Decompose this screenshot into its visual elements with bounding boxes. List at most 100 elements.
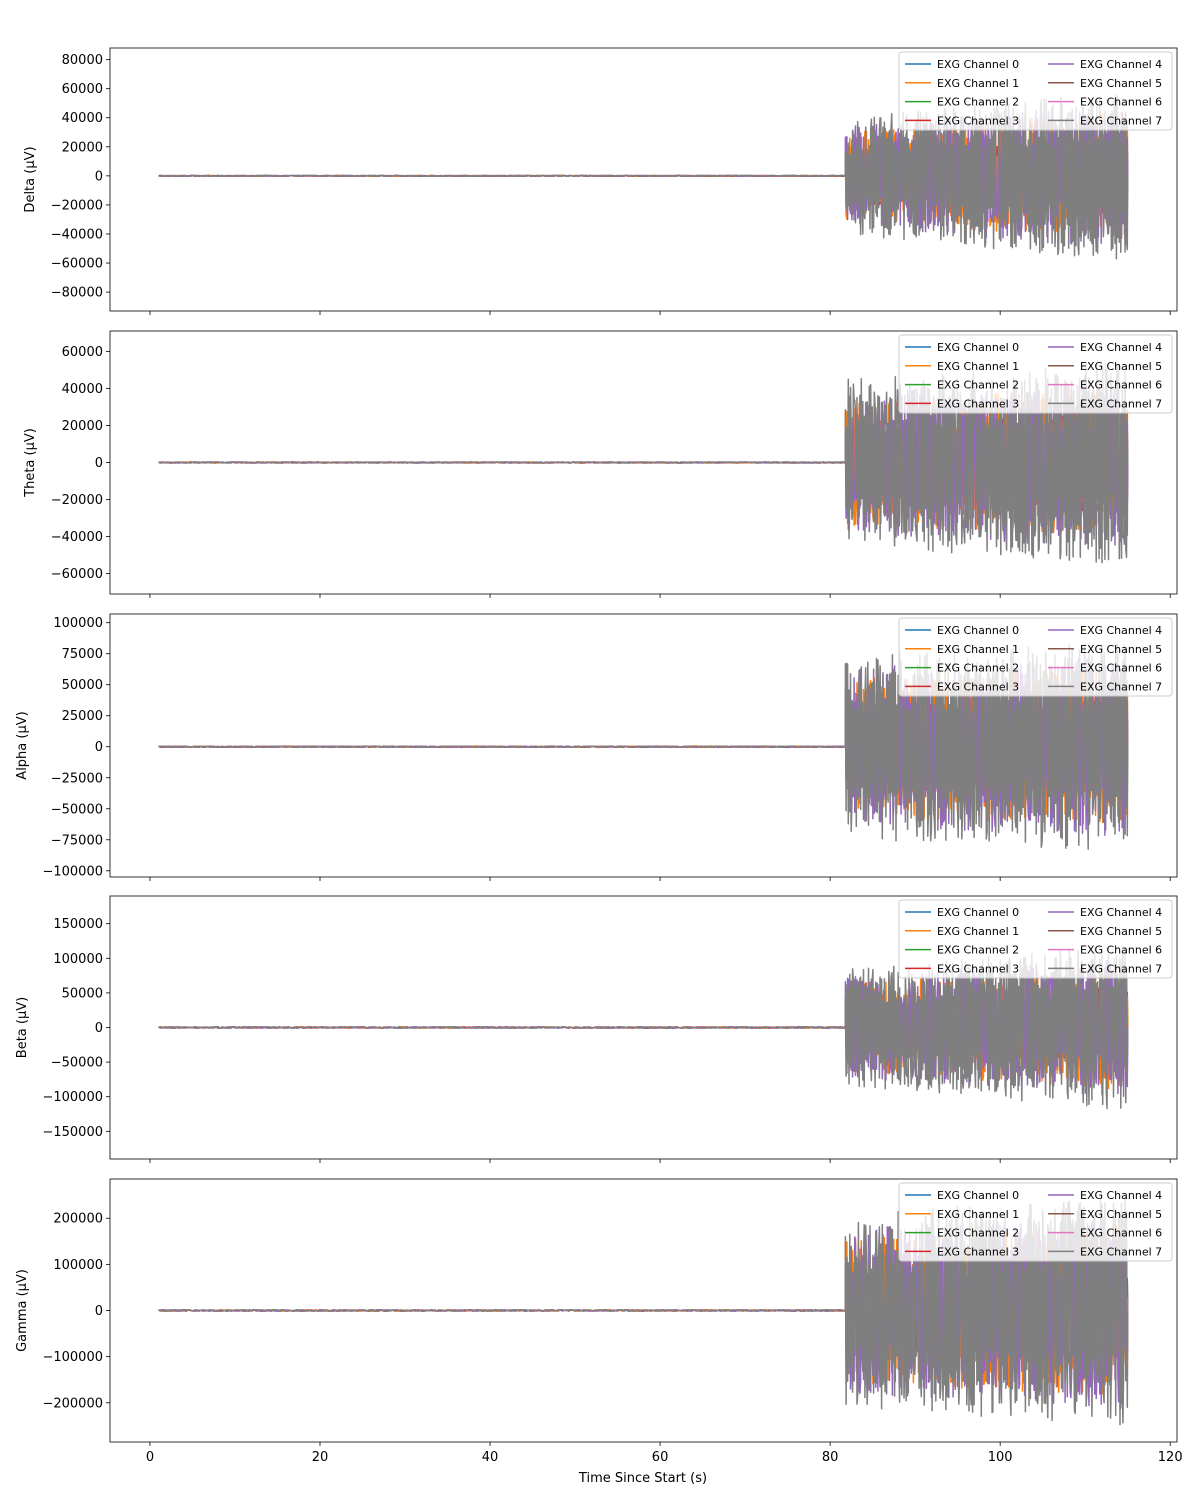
subplot-1: −60000 −40000 −20000 0 20000 40000 60000 Theta … (23, 330, 1178, 598)
x-tick-label: 0 (146, 1450, 154, 1465)
y-tick-label-0: 0 (95, 169, 103, 184)
legend-label-3-5: EXG Channel 5 (1080, 925, 1162, 938)
y-axis-label-1: Theta (µV) (23, 428, 38, 498)
legend-label-2-6: EXG Channel 6 (1080, 662, 1162, 675)
legend-label-2-5: EXG Channel 5 (1080, 643, 1162, 656)
y-tick-label-2: −75000 (51, 833, 103, 848)
y-tick-label-0: 60000 (62, 82, 103, 97)
x-tick-label: 60 (652, 1450, 669, 1465)
legend-label-3-4: EXG Channel 4 (1080, 906, 1162, 919)
legend-box-1 (898, 334, 1173, 414)
x-tick-label: 120 (1158, 1450, 1183, 1465)
subplot-0: −80000 −60000 −40000 −20000 0 20000 40000 60000… (23, 47, 1178, 315)
legend-label-2-0: EXG Channel 0 (937, 624, 1019, 637)
y-tick-label-4: −100000 (42, 1350, 103, 1365)
x-axis-label: Time Since Start (s) (578, 1471, 707, 1486)
x-tick-label: 100 (988, 1450, 1013, 1465)
legend-label-4-1: EXG Channel 1 (937, 1208, 1019, 1221)
y-tick-label-0: 40000 (62, 111, 103, 126)
legend-label-0-6: EXG Channel 6 (1080, 96, 1162, 109)
y-tick-label-1: 20000 (62, 419, 103, 434)
legend-label-1-3: EXG Channel 3 (937, 397, 1019, 410)
x-tick-label: 40 (482, 1450, 499, 1465)
y-tick-label-0: −80000 (51, 286, 103, 301)
y-tick-label-2: 50000 (62, 678, 103, 693)
legend-label-4-7: EXG Channel 7 (1080, 1245, 1162, 1258)
y-tick-label-3: −150000 (42, 1125, 103, 1140)
y-tick-label-3: 0 (95, 1021, 103, 1036)
y-tick-label-2: 75000 (62, 647, 103, 662)
legend-label-1-1: EXG Channel 1 (937, 360, 1019, 373)
legend-2: EXG Channel 0 EXG Channel 1 EXG Channel 2 E… (898, 617, 1173, 697)
y-tick-label-2: −25000 (51, 771, 103, 786)
legend-3: EXG Channel 0 EXG Channel 1 EXG Channel 2 E… (898, 899, 1173, 979)
y-tick-label-2: 100000 (53, 616, 103, 631)
y-tick-label-1: 60000 (62, 345, 103, 360)
legend-label-3-2: EXG Channel 2 (937, 944, 1019, 957)
y-tick-label-4: 0 (95, 1304, 103, 1319)
legend-label-0-5: EXG Channel 5 (1080, 77, 1162, 90)
legend-label-1-4: EXG Channel 4 (1080, 341, 1162, 354)
y-tick-label-1: 40000 (62, 382, 103, 397)
legend-label-4-5: EXG Channel 5 (1080, 1208, 1162, 1221)
legend-label-3-6: EXG Channel 6 (1080, 944, 1162, 957)
legend-box-2 (898, 617, 1173, 697)
y-tick-label-2: −50000 (51, 802, 103, 817)
legend-label-1-2: EXG Channel 2 (937, 379, 1019, 392)
legend-label-2-4: EXG Channel 4 (1080, 624, 1162, 637)
traces-3 (158, 946, 1129, 1110)
y-tick-label-2: −100000 (42, 864, 103, 879)
traces-0 (158, 93, 1129, 260)
axes-frame-2 (109, 613, 1178, 878)
axes-frame-0 (109, 47, 1178, 312)
y-axis-label-0: Delta (µV) (23, 146, 38, 212)
legend-label-2-7: EXG Channel 7 (1080, 680, 1162, 693)
legend-label-4-4: EXG Channel 4 (1080, 1189, 1162, 1202)
legend-box-0 (898, 51, 1173, 131)
legend-label-2-1: EXG Channel 1 (937, 643, 1019, 656)
legend-label-3-3: EXG Channel 3 (937, 962, 1019, 975)
legend-box-4 (898, 1182, 1173, 1262)
traces-1 (158, 362, 1129, 564)
traces-2 (158, 642, 1129, 851)
series-line-1-7 (158, 362, 1129, 564)
legend-label-1-5: EXG Channel 5 (1080, 360, 1162, 373)
y-axis-label-2: Alpha (µV) (15, 711, 30, 779)
x-tick-label: 20 (312, 1450, 329, 1465)
legend-label-3-0: EXG Channel 0 (937, 906, 1019, 919)
legend-label-1-7: EXG Channel 7 (1080, 397, 1162, 410)
subplot-3: −150000 −100000 −50000 0 50000 100000 150000 Be… (15, 895, 1178, 1163)
legend-label-0-3: EXG Channel 3 (937, 114, 1019, 127)
y-tick-label-1: −40000 (51, 530, 103, 545)
legend-label-2-2: EXG Channel 2 (937, 662, 1019, 675)
y-tick-label-3: −50000 (51, 1056, 103, 1071)
y-axis-label-4: Gamma (µV) (15, 1269, 30, 1352)
y-tick-label-4: 200000 (53, 1212, 103, 1227)
y-tick-label-3: −100000 (42, 1090, 103, 1105)
y-tick-label-0: −60000 (51, 257, 103, 272)
y-tick-label-1: −20000 (51, 493, 103, 508)
legend-label-3-1: EXG Channel 1 (937, 925, 1019, 938)
subplot-2: −100000 −75000 −50000 −25000 0 25000 50000 7500… (15, 613, 1178, 881)
legend-label-4-0: EXG Channel 0 (937, 1189, 1019, 1202)
y-tick-label-2: 25000 (62, 709, 103, 724)
y-tick-label-2: 0 (95, 740, 103, 755)
legend-4: EXG Channel 0 EXG Channel 1 EXG Channel 2 E… (898, 1182, 1173, 1262)
y-tick-label-4: −200000 (42, 1396, 103, 1411)
legend-label-1-6: EXG Channel 6 (1080, 379, 1162, 392)
legend-label-4-3: EXG Channel 3 (937, 1245, 1019, 1258)
legend-label-2-3: EXG Channel 3 (937, 680, 1019, 693)
y-tick-label-1: −60000 (51, 567, 103, 582)
legend-label-3-7: EXG Channel 7 (1080, 962, 1162, 975)
legend-1: EXG Channel 0 EXG Channel 1 EXG Channel 2 E… (898, 334, 1173, 414)
y-tick-label-0: 20000 (62, 140, 103, 155)
y-tick-label-0: −20000 (51, 198, 103, 213)
x-tick-label: 80 (822, 1450, 839, 1465)
y-tick-label-3: 100000 (53, 952, 103, 967)
legend-label-0-7: EXG Channel 7 (1080, 114, 1162, 127)
legend-label-4-2: EXG Channel 2 (937, 1227, 1019, 1240)
legend-label-1-0: EXG Channel 0 (937, 341, 1019, 354)
series-line-0-7 (158, 93, 1129, 260)
y-axis-label-3: Beta (µV) (15, 997, 30, 1058)
